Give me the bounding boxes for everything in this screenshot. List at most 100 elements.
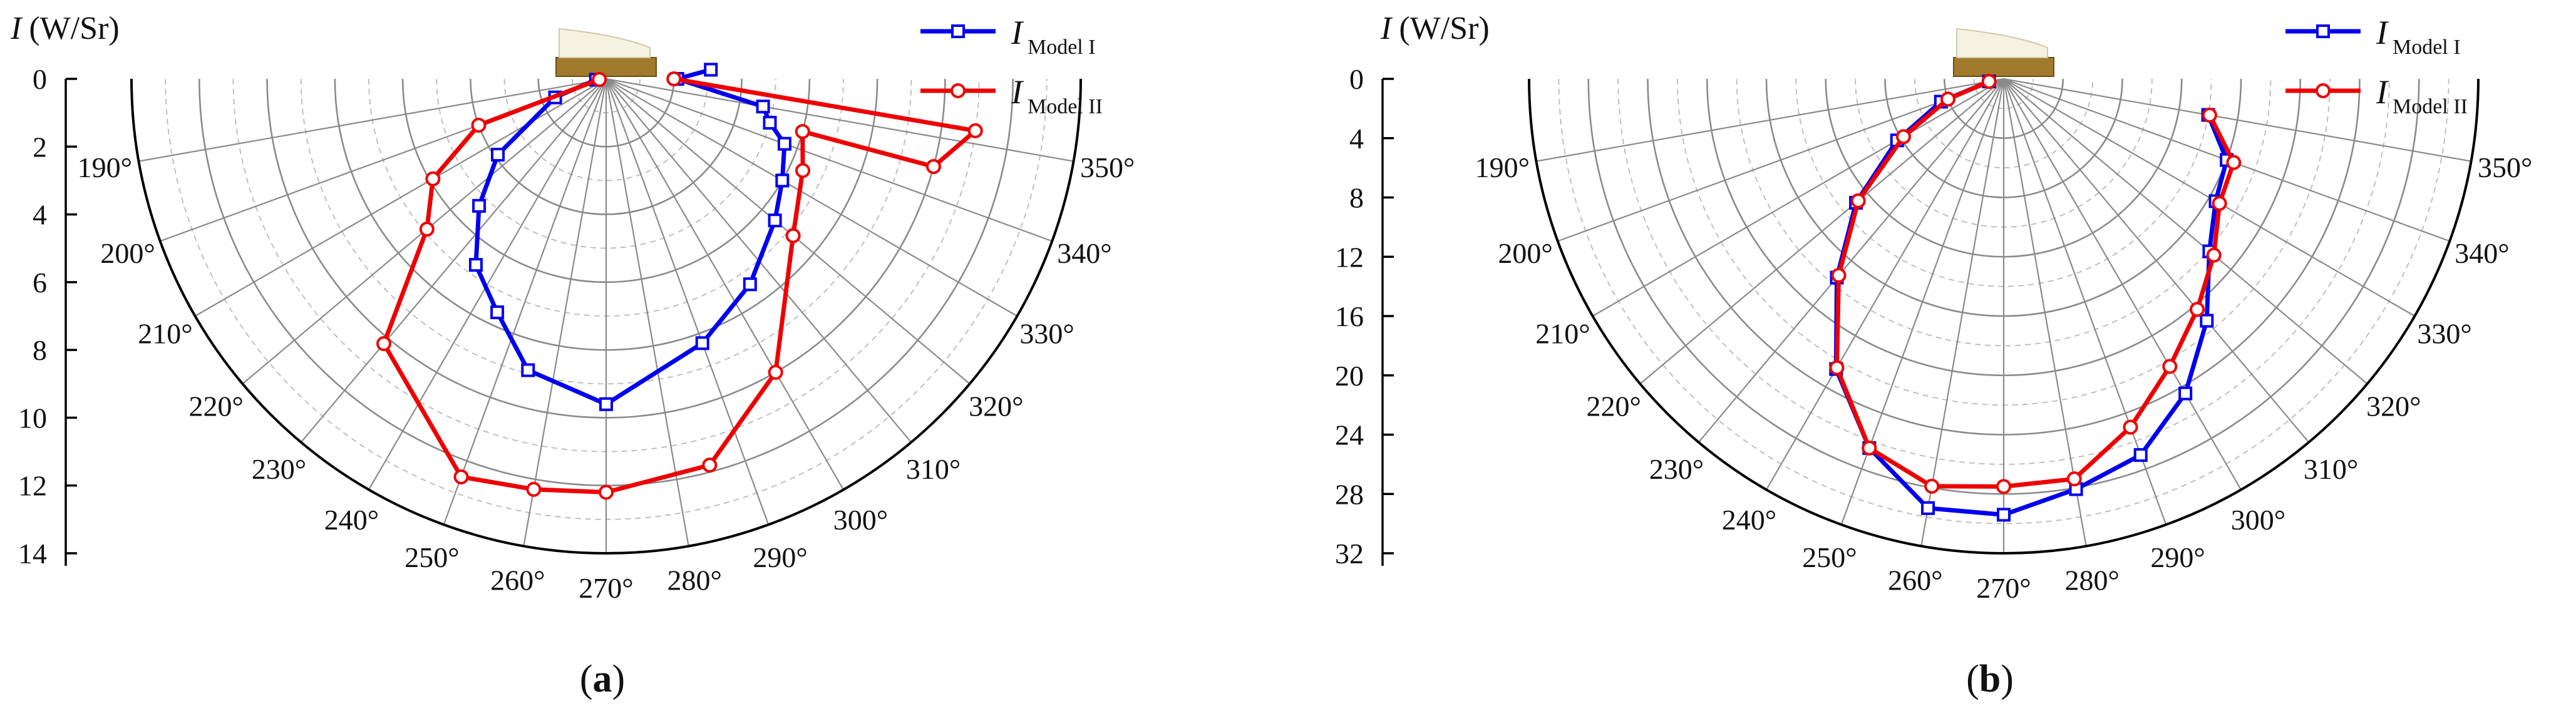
radial-tick-label: 6 <box>33 267 47 299</box>
grid-ring-minor <box>1736 78 2272 347</box>
data-point <box>599 397 613 411</box>
legend-subscript: Model I <box>1028 36 1096 59</box>
angle-label: 300° <box>833 504 888 536</box>
angle-label: 210° <box>1535 318 1590 350</box>
data-point <box>768 213 782 228</box>
legend-label: I Model II <box>2376 73 2468 118</box>
grid-spoke <box>523 78 607 546</box>
angle-label: 220° <box>1587 391 1641 422</box>
data-point <box>2200 314 2214 328</box>
angle-label: 230° <box>252 453 306 485</box>
grid-spoke <box>300 78 607 443</box>
grid-spoke <box>2003 78 2471 162</box>
radial-tick-label: 4 <box>1349 123 1364 155</box>
radial-tick-label: 12 <box>1335 241 1364 273</box>
data-point <box>1940 91 1955 107</box>
grid-spoke <box>1639 78 2004 385</box>
data-point <box>1981 74 1997 90</box>
data-point <box>795 163 811 178</box>
lamp-icon <box>1953 57 2054 77</box>
data-point <box>756 100 770 114</box>
angle-label: 350° <box>1080 151 1135 183</box>
radial-tick-label: 8 <box>1349 182 1364 214</box>
radial-axis-label-symbol: I <box>1380 11 1393 46</box>
data-point <box>2178 386 2193 401</box>
radial-tick-label: 28 <box>1335 478 1364 510</box>
grid-spoke <box>605 78 844 490</box>
data-point <box>419 222 435 237</box>
grid-spoke <box>605 78 689 546</box>
data-point <box>472 198 487 213</box>
grid-spoke <box>1840 78 2005 525</box>
angle-label: 310° <box>2304 453 2358 485</box>
data-point <box>491 148 505 162</box>
angle-label: 220° <box>189 391 244 422</box>
panel-label: (b) <box>1966 658 2014 700</box>
lamp-shade-icon <box>1956 28 2048 58</box>
data-point <box>1831 267 1847 283</box>
grid-spoke <box>2003 78 2310 443</box>
series-1: I Model I <box>468 14 1096 411</box>
grid-spoke <box>368 78 607 490</box>
grid-ring-minor <box>1973 78 2034 110</box>
grid-spoke <box>138 78 607 162</box>
data-point <box>704 63 718 77</box>
panel-paren-close: ) <box>2001 658 2014 700</box>
legend-subscript: Model II <box>1028 95 1103 118</box>
data-point <box>695 336 709 350</box>
data-point <box>795 124 810 140</box>
legend-marker <box>2316 83 2331 98</box>
radial-tick-label: 8 <box>33 334 47 366</box>
series-2: I Model II <box>376 71 1103 500</box>
data-point <box>775 173 790 188</box>
grid-spoke <box>605 78 1053 242</box>
legend-label: I Model I <box>1011 14 1096 59</box>
legend-marker <box>2316 24 2330 38</box>
radial-tick-label: 24 <box>1335 419 1364 451</box>
grid-ring-minor <box>1558 78 2450 524</box>
data-point <box>599 484 614 500</box>
outer-arc <box>130 78 1082 555</box>
radial-tick-label: 0 <box>1349 63 1364 95</box>
angle-label: 320° <box>969 391 1023 422</box>
legend-symbol: I <box>2376 73 2389 111</box>
legend-subscript: Model I <box>2393 36 2461 59</box>
series-line <box>381 76 978 495</box>
legend-label: I Model II <box>1011 73 1103 118</box>
radial-tick-label: 10 <box>18 402 47 434</box>
radial-axis-label: I (W/Sr) <box>1380 11 1490 46</box>
panel-paren-open: ( <box>1966 658 1979 700</box>
data-point <box>2162 359 2178 374</box>
data-point <box>1997 508 2011 522</box>
radial-axis-label-unit: (W/Sr) <box>29 11 119 46</box>
legend-subscript: Model II <box>2393 95 2468 118</box>
grid-spoke <box>2002 78 2087 546</box>
grid-spoke <box>443 78 607 525</box>
angle-label: 210° <box>138 318 192 350</box>
grid-spoke <box>605 78 1074 162</box>
grid-spoke <box>1766 78 2004 490</box>
legend-marker <box>951 83 966 98</box>
data-point <box>777 136 791 151</box>
data-point <box>1829 360 1845 376</box>
angle-label: 280° <box>667 565 721 596</box>
angle-label: 240° <box>1722 504 1776 536</box>
radial-tick-label: 12 <box>18 470 47 502</box>
angle-label: 250° <box>1802 541 1857 573</box>
radial-tick-label: 16 <box>1335 300 1364 332</box>
angle-label: 280° <box>2064 565 2119 596</box>
data-point <box>666 71 682 86</box>
angle-label: 290° <box>753 541 807 573</box>
data-point <box>2226 155 2242 170</box>
grid-spoke <box>605 78 770 525</box>
angle-label: 330° <box>1019 318 1074 350</box>
data-point <box>2202 107 2217 123</box>
legend-symbol: I <box>1011 14 1024 51</box>
grid-spoke <box>1698 78 2004 443</box>
angle-label: 270° <box>579 572 633 604</box>
lamp-icon <box>555 57 657 77</box>
panel-paren-close: ) <box>612 658 626 700</box>
outer-arc <box>1528 78 2480 555</box>
radial-tick-label: 32 <box>1335 538 1364 570</box>
angle-label: 340° <box>1057 237 1111 269</box>
